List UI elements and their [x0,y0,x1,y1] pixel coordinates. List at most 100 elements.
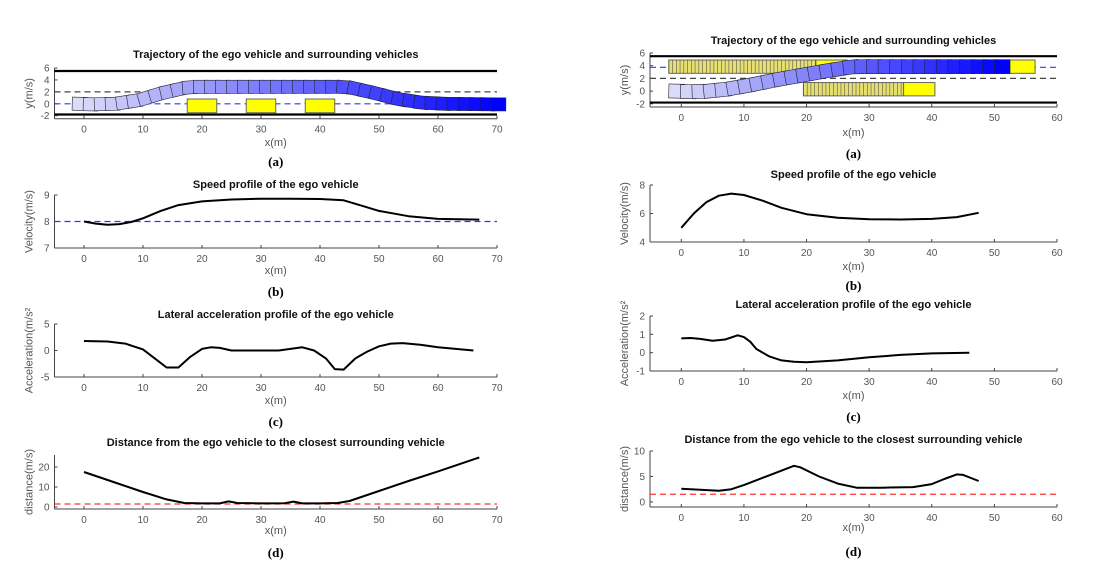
y-tick-label: 0 [44,99,50,110]
subfigure-caption: (a) [846,146,861,161]
x-tick-label: 20 [801,113,813,124]
x-tick-label: 50 [373,515,385,526]
x-tick-label: 70 [491,383,503,394]
x-tick-label: 60 [1051,377,1063,388]
chart-title: Distance from the ego vehicle to the clo… [107,437,445,449]
x-tick-label: 60 [432,515,444,526]
x-tick-label: 40 [926,248,938,259]
x-tick-label: 70 [491,515,503,526]
y-axis-label: distance(m/s) [24,449,36,515]
y-tick-label: -1 [636,367,645,378]
x-tick-label: 30 [255,515,267,526]
x-tick-label: 10 [137,383,149,394]
y-axis-label: Velocity(m/s) [619,182,631,245]
data-line [681,464,980,492]
x-tick-label: 10 [738,513,750,524]
x-tick-label: 10 [738,248,750,259]
x-axis-label: x(m) [265,137,287,149]
x-axis-label: x(m) [843,261,865,273]
x-tick-label: 50 [989,513,1001,524]
x-tick-label: 40 [314,254,326,265]
x-tick-label: 20 [801,377,813,388]
obstacle-vehicle [304,98,336,114]
x-tick-label: 60 [432,254,444,265]
x-tick-label: 40 [314,515,326,526]
y-axis-label: y(m/s) [24,78,36,109]
x-tick-label: 50 [373,383,385,394]
x-tick-label: 60 [432,125,444,136]
chart-title: Trajectory of the ego vehicle and surrou… [133,49,418,61]
subfigure-caption: (d) [268,545,284,560]
x-tick-label: 40 [926,113,938,124]
x-tick-label: 0 [679,248,685,259]
x-axis-label: x(m) [265,525,287,537]
x-tick-label: 10 [137,125,149,136]
x-tick-label: 10 [137,254,149,265]
x-tick-label: 50 [989,248,1001,259]
y-tick-label: 10 [634,447,646,458]
x-tick-label: 40 [314,383,326,394]
y-tick-label: 4 [639,238,645,249]
x-axis-label: x(m) [843,390,865,402]
chart-panel-left-b: Speed profile of the ego vehicle 0 10 20 30 4… [24,179,503,299]
chart-title: Speed profile of the ego vehicle [193,179,359,191]
x-tick-label: 60 [1051,513,1063,524]
subfigure-caption: (b) [846,278,862,293]
chart-title: Distance from the ego vehicle to the clo… [684,434,1022,446]
x-tick-label: 30 [255,254,267,265]
y-tick-label: 4 [639,61,645,72]
y-tick-label: -2 [41,111,50,122]
x-tick-label: 20 [196,383,208,394]
ego-vehicle-box [994,59,1011,74]
x-tick-label: 50 [373,254,385,265]
subfigure-caption: (c) [269,414,283,429]
chart-panel-right-b: Speed profile of the ego vehicle 0 10 20 30 4… [619,169,1063,293]
y-axis-label: Acceleration(m/s² [24,307,36,393]
chart-panel-left-d: Distance from the ego vehicle to the clo… [24,437,503,560]
subfigure-caption: (d) [846,544,862,559]
y-tick-label: -5 [41,373,50,384]
x-tick-label: 60 [1051,113,1063,124]
x-tick-label: 30 [255,383,267,394]
chart-title: Speed profile of the ego vehicle [771,169,937,181]
data-line [681,334,970,364]
chart-panel-right-c: Lateral acceleration profile of the ego … [619,299,1063,424]
y-tick-label: 2 [44,87,50,98]
y-tick-label: 20 [38,463,50,474]
x-tick-label: 0 [679,377,685,388]
x-tick-label: 70 [491,125,503,136]
chart-title: Lateral acceleration profile of the ego … [736,299,972,311]
y-tick-label: 0 [44,346,50,357]
chart-title: Trajectory of the ego vehicle and surrou… [711,35,996,47]
chart-panel-right-a: Trajectory of the ego vehicle and surrou… [619,35,1063,161]
y-axis-label: Velocity(m/s) [24,190,36,253]
y-tick-label: 0 [639,87,645,98]
x-tick-label: 60 [1051,248,1063,259]
chart-panel-left-a: Trajectory of the ego vehicle and surrou… [24,49,507,169]
x-tick-label: 40 [926,377,938,388]
x-tick-label: 10 [137,515,149,526]
x-tick-label: 0 [81,125,87,136]
x-tick-label: 40 [314,125,326,136]
chart-panel-right-d: Distance from the ego vehicle to the clo… [619,434,1063,559]
ego-vehicle-box [490,97,507,112]
x-tick-label: 10 [738,377,750,388]
x-tick-label: 50 [373,125,385,136]
obstacle-vehicle [245,98,277,114]
x-tick-label: 30 [864,113,876,124]
y-tick-label: 6 [639,209,645,220]
x-tick-label: 20 [196,515,208,526]
x-tick-label: 30 [864,513,876,524]
x-tick-label: 0 [81,515,87,526]
y-tick-label: 7 [44,244,50,255]
chart-title: Lateral acceleration profile of the ego … [158,309,394,321]
x-tick-label: 50 [989,377,1001,388]
y-tick-label: 0 [44,503,50,514]
x-tick-label: 0 [81,254,87,265]
x-axis-label: x(m) [843,522,865,534]
subfigure-caption: (a) [268,154,283,169]
x-tick-label: 20 [196,254,208,265]
y-tick-label: 10 [38,483,50,494]
obstacle-vehicle [186,98,218,114]
